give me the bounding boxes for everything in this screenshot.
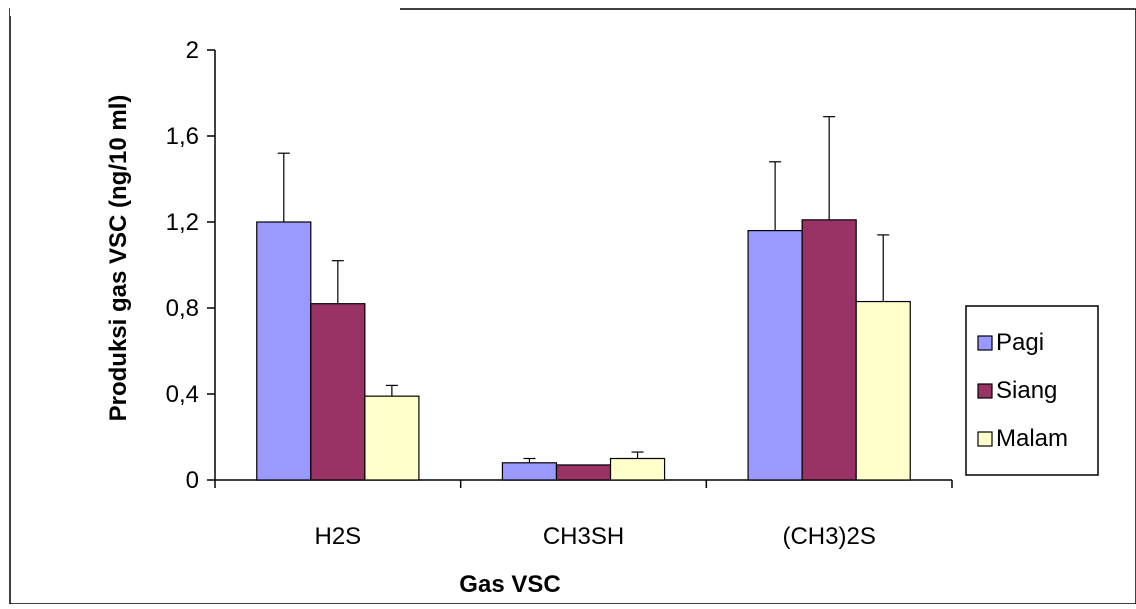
legend-swatch (977, 431, 993, 447)
y-tick-label: 1,2 (166, 209, 199, 236)
y-tick-label: 0 (186, 467, 199, 494)
legend-swatch (977, 383, 993, 399)
x-category-label: (CH3)2S (782, 523, 875, 550)
y-axis-title: Produksi gas VSC (ng/10 ml) (105, 95, 132, 422)
error-bars (277, 116, 890, 463)
bar (747, 230, 803, 481)
bar (555, 464, 612, 481)
y-tick-label: 1,6 (166, 123, 199, 150)
bars (256, 219, 911, 481)
bar (501, 462, 558, 481)
x-category-label: CH3SH (543, 523, 624, 550)
plot-frame (9, 8, 1136, 605)
bar (364, 395, 420, 481)
legend-swatch (977, 335, 993, 351)
y-tick-label: 0,8 (166, 295, 199, 322)
frame-top-mask (10, 0, 400, 16)
bar (310, 303, 366, 481)
bar (801, 219, 857, 481)
bar (609, 457, 666, 481)
legend-label: Siang (996, 377, 1057, 404)
legend: Pagi Siang Malam (965, 305, 1099, 476)
y-tick-label: 0,4 (166, 381, 199, 408)
bar (855, 300, 911, 481)
y-tick-label: 2 (186, 37, 199, 64)
bar (256, 221, 312, 481)
legend-label: Malam (996, 425, 1068, 452)
legend-items: Pagi Siang Malam (977, 329, 1068, 452)
y-axis: 0 0,4 0,8 1,2 1,6 2 (166, 37, 216, 494)
x-category-label: H2S (314, 523, 361, 550)
x-axis-title: Gas VSC (459, 571, 560, 598)
legend-label: Pagi (996, 329, 1044, 356)
